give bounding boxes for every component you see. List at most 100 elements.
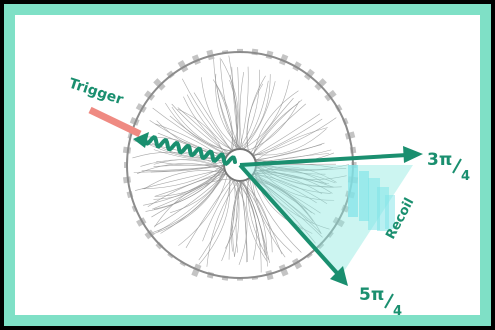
- track: [154, 178, 231, 228]
- track: [232, 181, 243, 257]
- track: [178, 175, 228, 246]
- track: [256, 127, 328, 161]
- track: [254, 118, 323, 156]
- track: [239, 72, 244, 149]
- track: [235, 181, 242, 253]
- track: [246, 180, 283, 255]
- track: [256, 164, 342, 188]
- track: [254, 117, 337, 156]
- track: [252, 176, 323, 238]
- track: [183, 96, 233, 151]
- track: [243, 79, 290, 149]
- track: [156, 160, 224, 166]
- track: [256, 165, 335, 201]
- track: [247, 179, 270, 261]
- track: [150, 165, 224, 173]
- track: [143, 168, 224, 206]
- track: [253, 90, 299, 156]
- track: [177, 107, 228, 155]
- track: [170, 170, 225, 213]
- track: [256, 149, 332, 162]
- track: [240, 74, 271, 149]
- photon-wavy-line: [143, 135, 237, 166]
- track: [250, 97, 294, 153]
- track: [143, 170, 226, 190]
- arrow-3pi4-head: [403, 146, 423, 163]
- track: [236, 181, 257, 260]
- track: [256, 165, 326, 175]
- track: [251, 177, 302, 253]
- track: [253, 103, 298, 155]
- track: [256, 166, 331, 194]
- track: [216, 84, 238, 149]
- track: [248, 179, 322, 235]
- track: [229, 79, 239, 149]
- track: [239, 181, 247, 263]
- track: [198, 179, 231, 261]
- calorimeter-tower: [324, 89, 337, 102]
- track: [254, 172, 333, 194]
- track: [234, 180, 248, 266]
- track: [171, 106, 231, 152]
- track: [254, 173, 321, 214]
- track: [252, 99, 303, 155]
- arrow-3pi4-shaft: [239, 153, 408, 167]
- photon-arrowhead: [133, 132, 149, 148]
- track: [206, 181, 239, 267]
- track: [154, 173, 226, 227]
- track: [255, 169, 336, 184]
- track: [252, 103, 306, 154]
- track: [252, 128, 327, 156]
- track: [181, 78, 233, 151]
- track: [169, 115, 228, 155]
- track: [228, 181, 240, 260]
- particle-tracks: [132, 55, 350, 273]
- angle-upper-denominator: 4: [461, 169, 470, 184]
- trigger-label: Trigger: [67, 76, 125, 109]
- track: [239, 181, 262, 273]
- track: [242, 80, 269, 149]
- track: [151, 173, 226, 218]
- track: [242, 181, 261, 247]
- track: [252, 176, 293, 253]
- track: [135, 168, 224, 191]
- track: [244, 81, 276, 149]
- track: [152, 107, 227, 156]
- track: [254, 173, 317, 204]
- track: [157, 173, 226, 232]
- track: [240, 181, 273, 253]
- track: [142, 165, 224, 190]
- angle-lower-denominator: 4: [393, 304, 402, 315]
- track: [141, 165, 224, 172]
- arrow-5pi4-shaft: [238, 163, 339, 275]
- track: [256, 170, 334, 188]
- track: [239, 69, 260, 149]
- track: [254, 173, 316, 215]
- track: [253, 113, 321, 156]
- track: [254, 173, 323, 195]
- track: [219, 57, 240, 149]
- track: [252, 175, 312, 213]
- slide-frame: Trigger Recoil 3π 4 5π 4: [4, 4, 491, 326]
- track: [177, 108, 225, 158]
- track: [202, 180, 235, 242]
- recoil-towers: [348, 165, 395, 231]
- track: [185, 179, 232, 249]
- track: [186, 94, 233, 151]
- track: [201, 77, 238, 149]
- track: [250, 178, 314, 222]
- track: [171, 103, 229, 153]
- angle-upper-slash: [452, 158, 462, 174]
- track: [246, 75, 266, 151]
- track: [228, 55, 238, 149]
- track: [239, 66, 249, 149]
- track: [237, 67, 240, 149]
- track: [256, 161, 347, 180]
- track: [256, 163, 334, 168]
- track: [242, 181, 266, 256]
- track: [160, 173, 226, 234]
- track: [136, 163, 225, 174]
- track: [153, 171, 225, 234]
- diagram-canvas: Trigger Recoil 3π 4 5π 4: [15, 15, 480, 315]
- track: [221, 180, 236, 262]
